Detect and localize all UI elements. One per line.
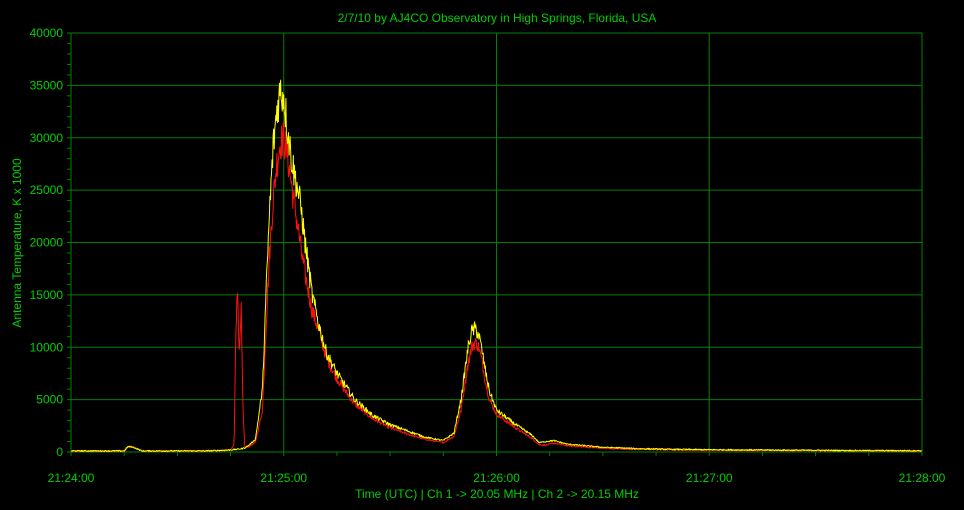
y-tick-label: 30000	[30, 131, 64, 145]
y-tick-label: 25000	[30, 183, 64, 197]
minor-ticks	[67, 32, 923, 456]
series-layer	[70, 79, 922, 453]
y-tick-label: 5000	[36, 393, 63, 407]
y-tick-labels: 0 5000 10000 15000 20000 25000 30000 35000 40000	[30, 26, 64, 459]
y-tick-label: 0	[56, 445, 63, 459]
x-tick-label: 21:25:00	[260, 471, 307, 485]
y-tick-label: 20000	[30, 236, 64, 250]
y-tick-label: 15000	[30, 288, 64, 302]
x-tick-label: 21:24:00	[48, 471, 95, 485]
x-tick-label: 21:26:00	[473, 471, 520, 485]
series-line-ch2	[70, 79, 922, 453]
x-tick-label: 21:28:00	[899, 471, 946, 485]
plot-frame	[70, 32, 923, 453]
x-tick-label: 21:27:00	[686, 471, 733, 485]
chart-title: 2/7/10 by AJ4CO Observatory in High Spri…	[338, 11, 657, 25]
x-axis-label: Time (UTC) | Ch 1 -> 20.05 MHz | Ch 2 ->…	[355, 487, 639, 501]
x-tick-labels: 21:24:00 21:25:00 21:26:00 21:27:00 21:28:00	[48, 471, 946, 485]
y-tick-label: 35000	[30, 78, 64, 92]
y-axis-label: Antenna Temperature, K x 1000	[10, 158, 24, 328]
y-tick-label: 40000	[30, 26, 64, 40]
y-tick-label: 10000	[30, 340, 64, 354]
